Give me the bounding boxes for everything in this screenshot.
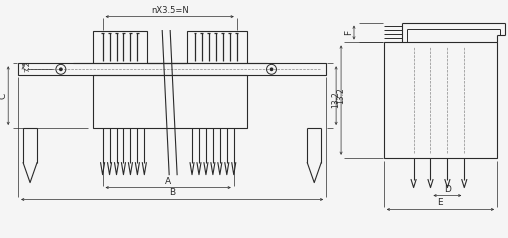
Text: B: B [169,188,175,198]
Text: D: D [444,184,451,193]
Circle shape [270,68,273,70]
Bar [18,63,326,75]
Bar [92,75,247,128]
Text: 7.2: 7.2 [24,61,30,72]
Text: nX3.5=N: nX3.5=N [151,6,188,15]
Bar [187,30,247,63]
Text: C: C [0,93,8,99]
Bar [384,43,497,158]
Text: F: F [344,30,354,35]
Text: A: A [165,177,171,186]
Text: E: E [437,198,443,208]
Text: 13.2: 13.2 [332,92,340,109]
Bar [92,30,147,63]
Circle shape [59,68,62,70]
Text: 13.2: 13.2 [337,87,345,104]
